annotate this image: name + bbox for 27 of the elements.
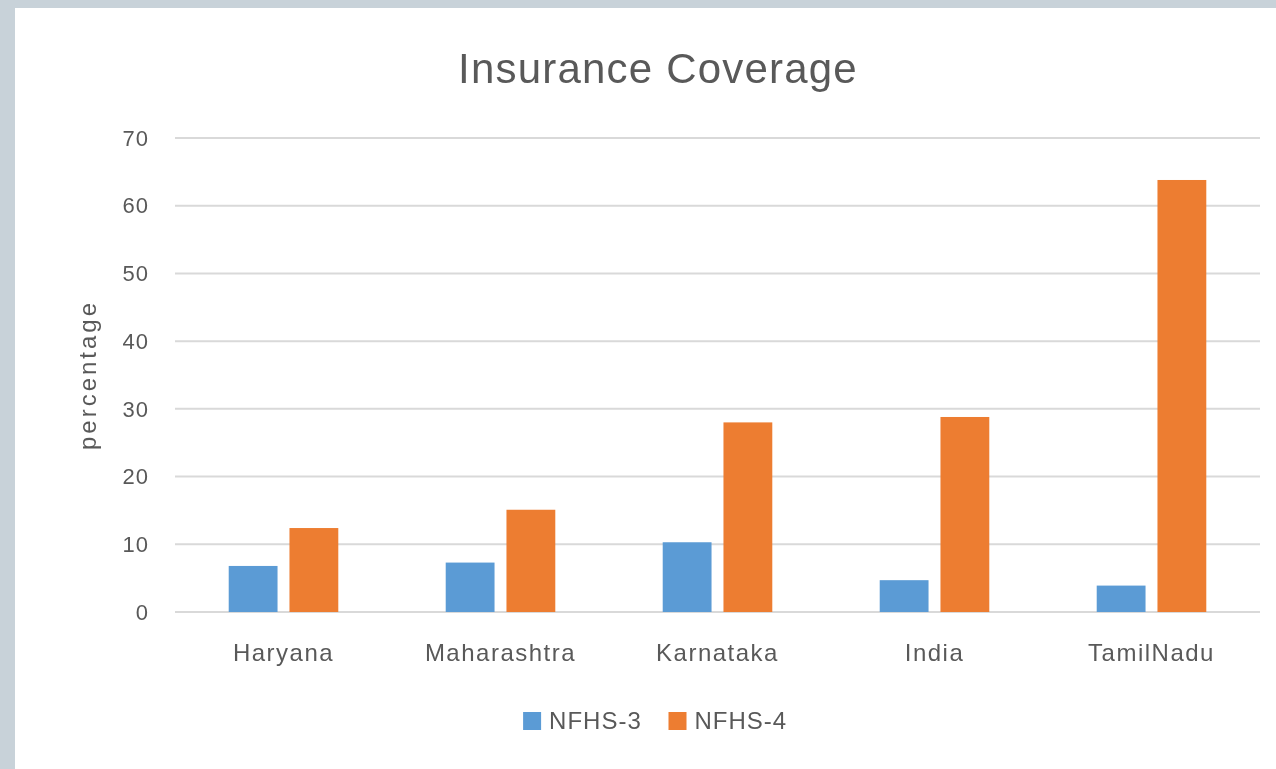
- chart-title: Insurance Coverage: [458, 45, 858, 92]
- x-tick-label: India: [904, 639, 965, 666]
- y-tick-label: 0: [135, 599, 149, 625]
- bar: [662, 542, 712, 612]
- x-tick-label: TamilNadu: [1088, 639, 1215, 666]
- x-tick-label: Maharashtra: [424, 639, 577, 666]
- y-tick-label: 70: [122, 125, 149, 151]
- bar: [940, 416, 990, 612]
- x-tick-label: Karnataka: [656, 639, 779, 666]
- bar: [879, 580, 929, 612]
- y-tick-label: 20: [122, 464, 149, 490]
- y-tick-label: 60: [122, 193, 149, 219]
- bar: [228, 565, 278, 612]
- y-tick-label: 40: [122, 328, 149, 354]
- bar: [445, 562, 495, 612]
- legend-label: NFHS-3: [549, 707, 642, 735]
- bar: [289, 528, 339, 612]
- x-tick-label: Haryana: [232, 639, 335, 666]
- bar: [506, 509, 556, 612]
- legend-label: NFHS-4: [694, 707, 788, 735]
- bar: [723, 422, 773, 612]
- y-axis-title: percentage: [74, 299, 101, 451]
- bar: [1157, 179, 1207, 612]
- y-tick-label: 10: [122, 531, 149, 557]
- y-tick-label: 50: [122, 261, 149, 287]
- bar: [1096, 585, 1146, 612]
- y-tick-label: 30: [122, 396, 149, 422]
